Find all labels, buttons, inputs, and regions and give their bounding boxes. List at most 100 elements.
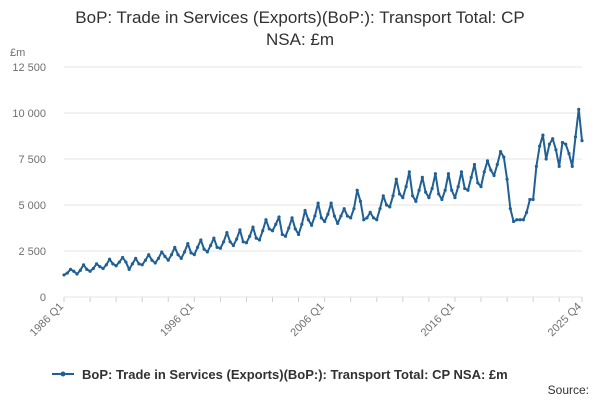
data-point[interactable] xyxy=(225,231,229,235)
data-point[interactable] xyxy=(541,133,545,137)
data-point[interactable] xyxy=(65,271,69,275)
data-point[interactable] xyxy=(202,247,206,251)
data-point[interactable] xyxy=(199,238,203,242)
data-point[interactable] xyxy=(248,234,252,238)
data-point[interactable] xyxy=(186,242,190,246)
data-point[interactable] xyxy=(515,218,519,222)
data-point[interactable] xyxy=(251,225,255,229)
data-point[interactable] xyxy=(127,267,131,271)
data-point[interactable] xyxy=(270,229,275,233)
data-point[interactable] xyxy=(394,177,398,181)
data-point[interactable] xyxy=(91,266,95,271)
data-point[interactable] xyxy=(235,237,239,241)
data-point[interactable] xyxy=(345,214,350,218)
data-point[interactable] xyxy=(303,208,307,213)
data-point[interactable] xyxy=(388,205,392,209)
data-point[interactable] xyxy=(293,227,297,231)
data-point[interactable] xyxy=(231,243,236,248)
data-point[interactable] xyxy=(140,263,144,267)
data-point[interactable] xyxy=(349,216,353,220)
data-point[interactable] xyxy=(580,139,584,143)
data-point[interactable] xyxy=(365,216,369,220)
data-point[interactable] xyxy=(182,250,187,254)
data-point[interactable] xyxy=(150,258,154,262)
data-point[interactable] xyxy=(75,272,79,276)
data-point[interactable] xyxy=(280,232,284,237)
data-point[interactable] xyxy=(469,175,473,179)
data-point[interactable] xyxy=(160,250,164,254)
data-point[interactable] xyxy=(459,170,464,174)
data-point[interactable] xyxy=(238,228,242,232)
data-point[interactable] xyxy=(511,219,516,224)
data-point[interactable] xyxy=(267,227,271,231)
data-point[interactable] xyxy=(502,155,506,159)
data-point[interactable] xyxy=(108,257,112,261)
data-point[interactable] xyxy=(111,262,115,266)
data-point[interactable] xyxy=(573,135,578,139)
data-point[interactable] xyxy=(277,215,281,219)
data-point[interactable] xyxy=(414,199,418,203)
data-point[interactable] xyxy=(274,222,278,226)
data-point[interactable] xyxy=(257,238,262,242)
data-point[interactable] xyxy=(534,164,538,168)
data-point[interactable] xyxy=(114,264,118,268)
data-point[interactable] xyxy=(371,216,376,220)
data-point[interactable] xyxy=(528,197,532,202)
data-point[interactable] xyxy=(228,240,232,244)
data-point[interactable] xyxy=(358,199,363,203)
data-point[interactable] xyxy=(205,250,209,254)
data-point[interactable] xyxy=(316,201,320,205)
data-point[interactable] xyxy=(173,245,177,249)
data-point[interactable] xyxy=(453,196,457,200)
data-point[interactable] xyxy=(446,172,451,176)
data-point[interactable] xyxy=(296,232,301,237)
data-point[interactable] xyxy=(391,194,395,198)
data-point[interactable] xyxy=(117,260,121,264)
data-point[interactable] xyxy=(192,253,196,257)
data-point[interactable] xyxy=(244,241,249,245)
data-point[interactable] xyxy=(476,181,480,185)
data-point[interactable] xyxy=(124,260,128,264)
data-point[interactable] xyxy=(209,243,213,248)
data-point[interactable] xyxy=(525,210,529,214)
data-point[interactable] xyxy=(551,137,555,141)
data-point[interactable] xyxy=(176,253,180,257)
data-point[interactable] xyxy=(443,188,447,192)
data-point[interactable] xyxy=(567,151,571,156)
data-point[interactable] xyxy=(121,255,125,260)
data-point[interactable] xyxy=(404,185,408,189)
data-point[interactable] xyxy=(463,186,467,191)
data-point[interactable] xyxy=(424,190,428,194)
data-point[interactable] xyxy=(212,236,216,240)
data-point[interactable] xyxy=(163,254,167,259)
data-point[interactable] xyxy=(492,173,496,178)
data-point[interactable] xyxy=(577,107,581,111)
data-point[interactable] xyxy=(323,219,327,224)
data-point[interactable] xyxy=(68,267,73,271)
data-point[interactable] xyxy=(485,159,490,163)
data-point[interactable] xyxy=(313,214,317,218)
data-point[interactable] xyxy=(94,262,99,266)
data-point[interactable] xyxy=(319,216,323,220)
data-point[interactable] xyxy=(326,212,330,216)
data-point[interactable] xyxy=(564,142,568,146)
data-point[interactable] xyxy=(479,185,483,189)
data-point[interactable] xyxy=(156,256,161,260)
data-point[interactable] xyxy=(482,170,486,174)
data-point[interactable] xyxy=(329,201,333,205)
data-point[interactable] xyxy=(538,144,542,148)
data-point[interactable] xyxy=(195,245,200,249)
data-point[interactable] xyxy=(287,226,291,230)
data-point[interactable] xyxy=(153,261,157,265)
data-point[interactable] xyxy=(339,214,343,218)
data-point[interactable] xyxy=(336,221,340,225)
data-point[interactable] xyxy=(417,188,421,192)
data-point[interactable] xyxy=(306,218,310,222)
data-point[interactable] xyxy=(401,196,405,200)
data-point[interactable] xyxy=(169,253,174,257)
data-point[interactable] xyxy=(143,258,148,262)
data-point[interactable] xyxy=(81,263,86,267)
data-point[interactable] xyxy=(456,185,460,189)
data-point[interactable] xyxy=(88,269,92,273)
data-point[interactable] xyxy=(547,142,552,146)
